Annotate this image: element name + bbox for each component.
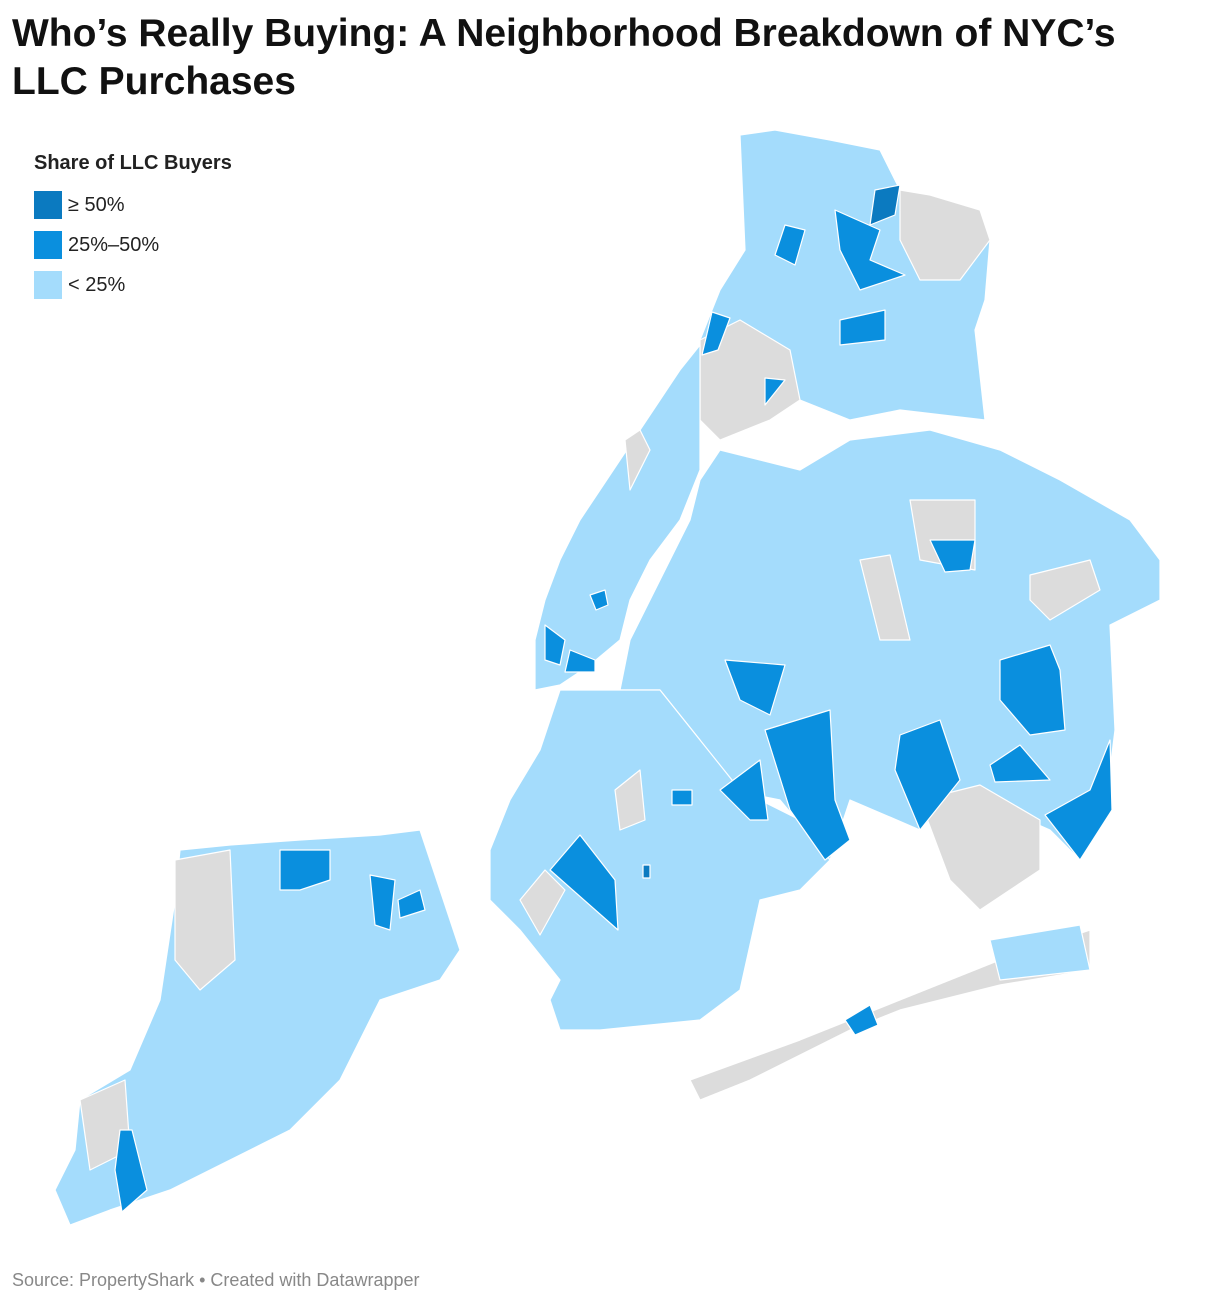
legend-item: 25%–50% (34, 225, 232, 265)
region (929, 539, 976, 573)
no-data-area (614, 769, 646, 831)
region (724, 659, 786, 716)
region (564, 649, 596, 673)
region (279, 849, 331, 891)
no-data-area (689, 929, 1091, 1101)
region (764, 377, 786, 406)
region (671, 789, 693, 806)
title: Who’s Really Buying: A Neighborhood Brea… (12, 12, 1116, 103)
legend-item: ≥ 50% (34, 185, 232, 225)
source: Source: PropertyShark • Created with Dat… (12, 1270, 420, 1290)
no-data-area (519, 869, 566, 936)
no-data-area (624, 429, 651, 491)
legend-swatch (34, 231, 62, 259)
no-data-area (699, 319, 801, 441)
legend-item: < 25% (34, 265, 232, 305)
region (869, 184, 901, 226)
no-data-area (859, 554, 911, 641)
legend-label: 25%–50% (68, 233, 160, 256)
borough (489, 689, 831, 1031)
region (844, 1004, 879, 1036)
region (369, 874, 396, 931)
no-data-area (919, 784, 1041, 911)
region (774, 224, 806, 266)
borough (54, 829, 461, 1226)
region (1044, 739, 1113, 861)
region (764, 709, 851, 861)
region (642, 864, 651, 879)
region (894, 719, 961, 831)
region (839, 309, 886, 346)
region (397, 889, 426, 919)
legend-swatch (34, 191, 62, 219)
region (589, 589, 609, 611)
legend-label: ≥ 50% (68, 193, 125, 216)
region (989, 924, 1091, 981)
region (544, 624, 566, 666)
region (719, 759, 769, 821)
no-data-area (1029, 559, 1101, 621)
legend-label: < 25% (68, 273, 126, 296)
region (114, 1129, 148, 1213)
region (834, 209, 906, 291)
no-data-area (899, 189, 991, 281)
legend-swatch (34, 271, 62, 299)
no-data-area (174, 849, 236, 991)
region (999, 644, 1066, 736)
legend-title: Share of LLC Buyers (34, 152, 232, 174)
legend: Share of LLC Buyers ≥ 50% 25%–50% < 25% (34, 152, 232, 305)
region (701, 311, 731, 356)
region (549, 834, 619, 931)
region (989, 744, 1051, 783)
